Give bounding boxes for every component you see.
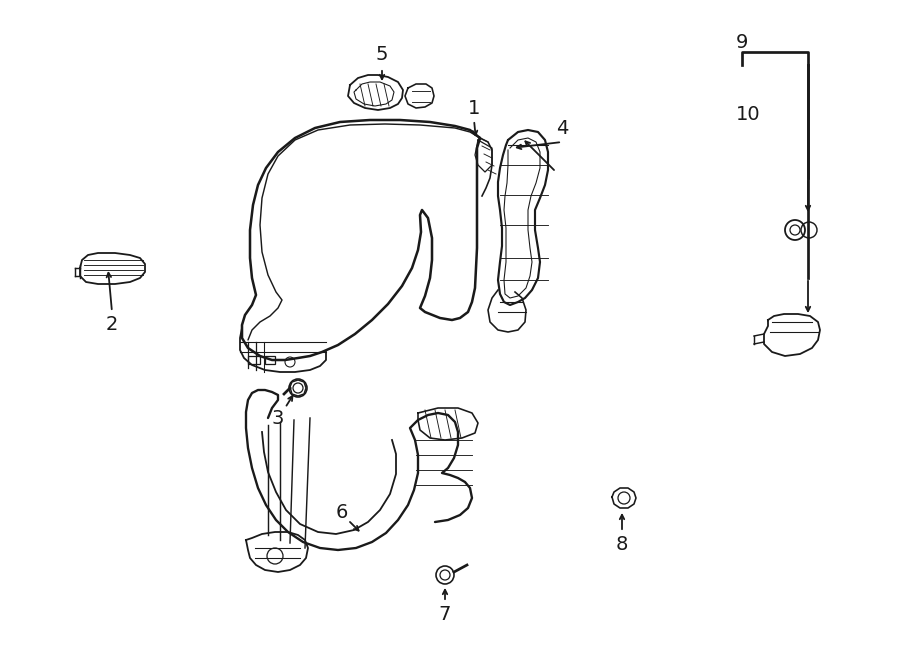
Bar	[265, 356, 275, 364]
Text: 1: 1	[468, 98, 481, 118]
Text: 8: 8	[616, 535, 628, 555]
Text: 7: 7	[439, 605, 451, 625]
Text: 4: 4	[556, 118, 568, 137]
Text: 5: 5	[376, 46, 388, 65]
Text: 6: 6	[336, 502, 348, 522]
Bar	[248, 356, 260, 364]
Text: 3: 3	[272, 408, 284, 428]
Text: 9: 9	[736, 32, 748, 52]
Text: 2: 2	[106, 315, 118, 334]
Text: 10: 10	[735, 106, 760, 124]
